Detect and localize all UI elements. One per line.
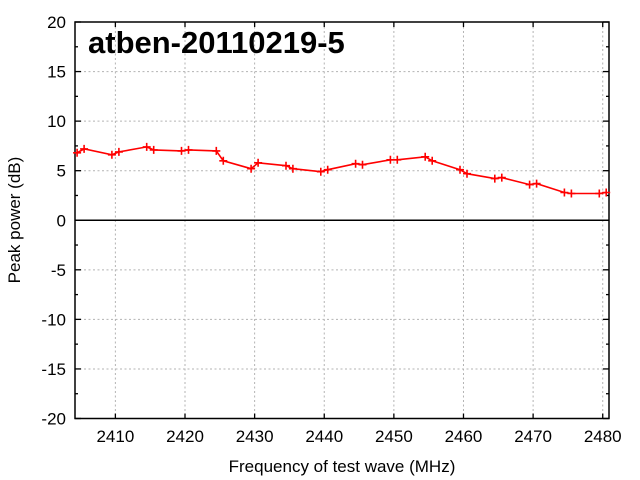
y-tick-label: -20 — [41, 410, 66, 429]
x-tick-label: 2420 — [166, 427, 204, 446]
y-tick-label: 5 — [57, 162, 66, 181]
y-tick-label: 20 — [47, 13, 66, 32]
y-tick-label: 0 — [57, 211, 66, 230]
x-axis-label: Frequency of test wave (MHz) — [229, 457, 456, 476]
x-tick-label: 2430 — [236, 427, 274, 446]
y-tick-label: -15 — [41, 360, 66, 379]
x-tick-label: 2440 — [305, 427, 343, 446]
y-tick-label: 10 — [47, 112, 66, 131]
data-line — [76, 146, 607, 195]
x-tick-label: 2470 — [514, 427, 552, 446]
data-point-markers — [73, 142, 611, 198]
y-tick-label: -5 — [51, 261, 66, 280]
data-series — [73, 142, 611, 198]
x-tick-label: 2450 — [375, 427, 413, 446]
y-tick-label: 15 — [47, 63, 66, 82]
axes-and-ticks — [74, 21, 610, 420]
x-tick-label: 2480 — [584, 427, 622, 446]
tick-labels: 2410 2420 2430 2440 2450 2460 2470 2480 -20 -15 -1… — [41, 13, 621, 446]
x-tick-label: 2460 — [445, 427, 483, 446]
x-tick-label: 2410 — [96, 427, 134, 446]
y-tick-label: -10 — [41, 310, 66, 329]
y-axis-label: Peak power (dB) — [5, 157, 24, 284]
chart-title: atben-20110219-5 — [88, 25, 345, 60]
